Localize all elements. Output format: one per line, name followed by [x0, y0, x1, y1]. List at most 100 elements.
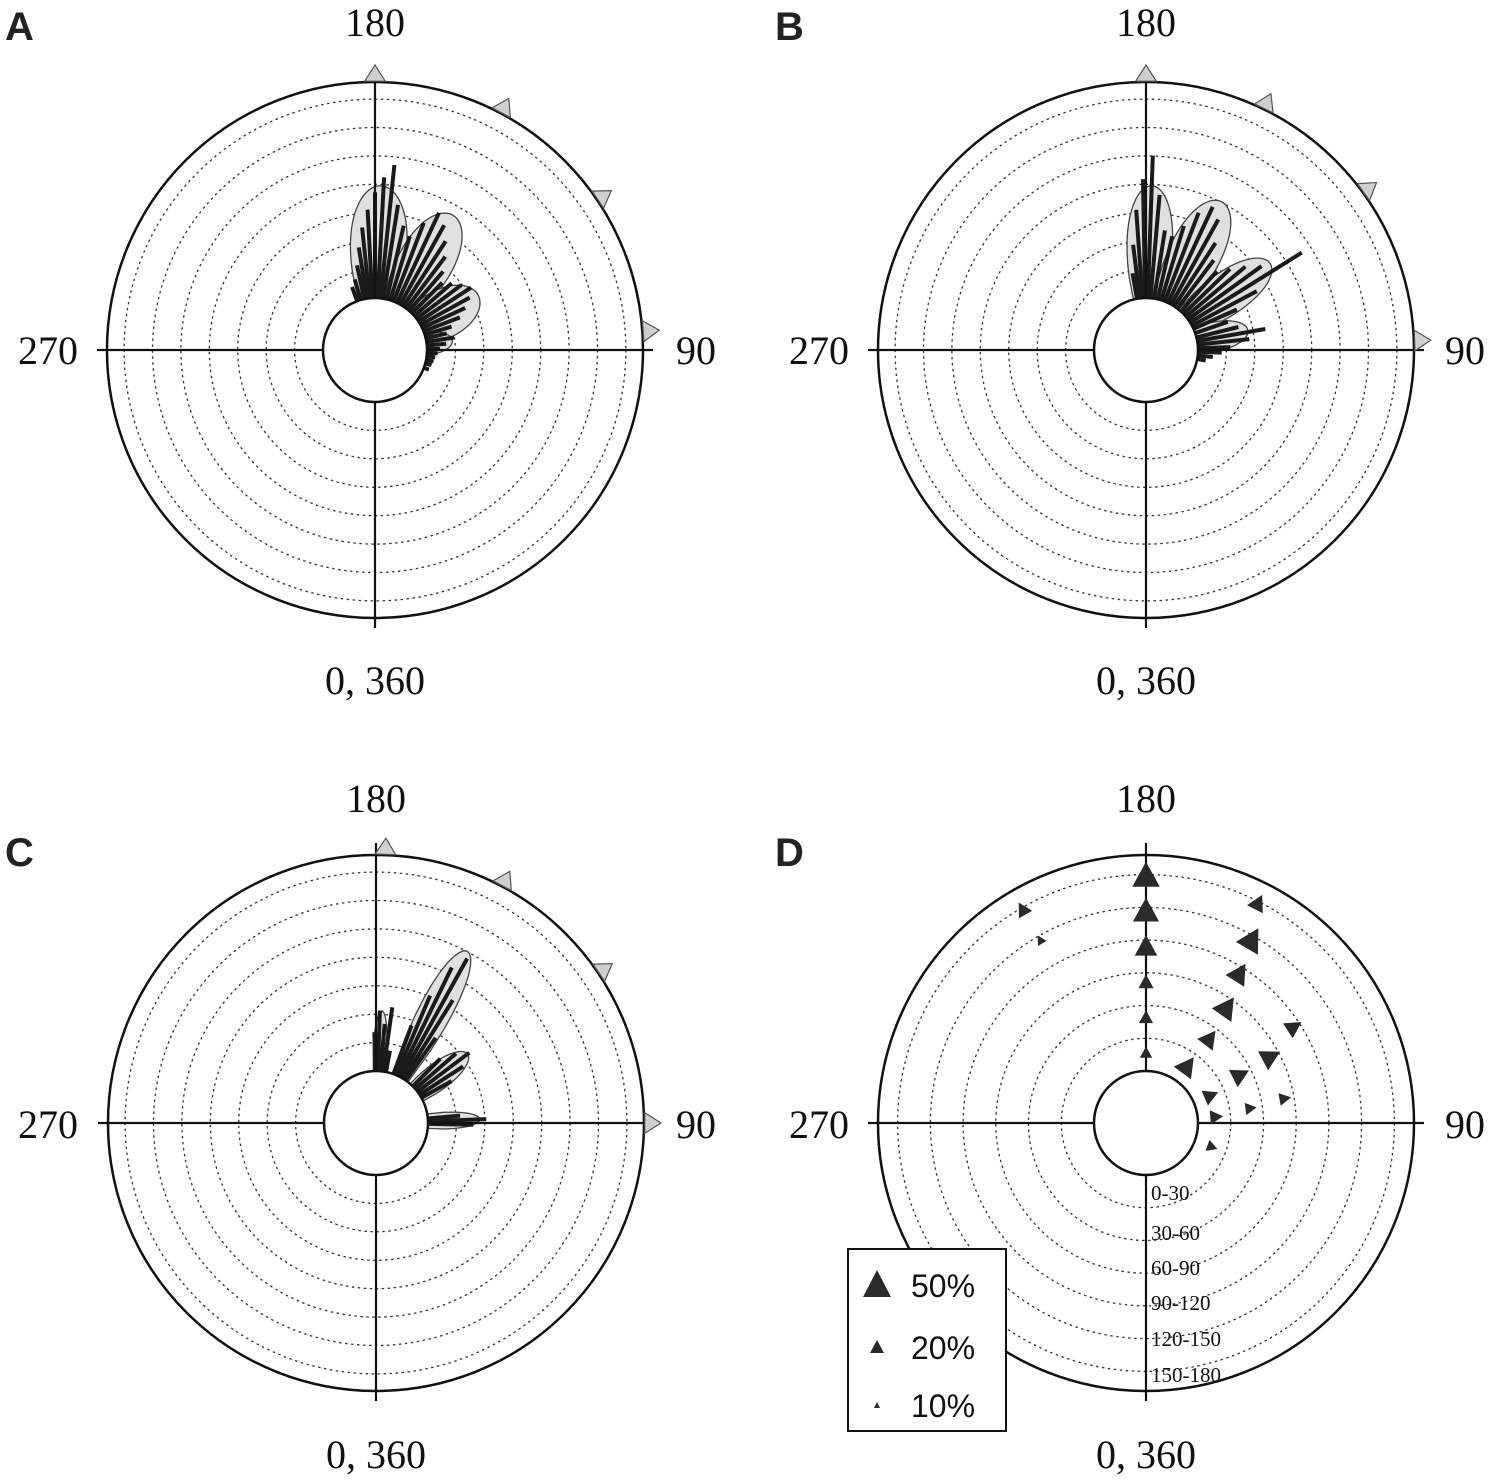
- histogram-bar: [1194, 319, 1229, 335]
- histogram-bar: [404, 1036, 438, 1082]
- legend-label: 20%: [911, 1330, 975, 1366]
- ring-label: 150-180: [1151, 1363, 1221, 1387]
- percent-marker: [1173, 1057, 1194, 1080]
- percent-marker: [1228, 1069, 1249, 1088]
- legend-marker-small: [874, 1402, 880, 1408]
- angle-label-left: 270: [789, 1102, 849, 1147]
- mean-direction-marker: [644, 1111, 663, 1135]
- histogram-bar: [1175, 258, 1216, 310]
- histogram-bar: [375, 1010, 382, 1072]
- histogram-bar: [1197, 337, 1250, 347]
- histogram-bar: [425, 331, 448, 341]
- histogram-bar: [426, 341, 447, 348]
- percent-marker: [1132, 897, 1160, 922]
- center-circle: [322, 1069, 430, 1177]
- histogram-bar: [394, 994, 432, 1076]
- histogram-bar: [401, 240, 448, 308]
- mean-direction-marker: [363, 63, 387, 82]
- legend-marker-medium: [870, 1340, 884, 1353]
- histogram-bar: [426, 354, 436, 360]
- angle-label-top: 180: [1116, 776, 1176, 821]
- histogram-bar: [411, 1057, 442, 1088]
- histogram-bar: [407, 270, 445, 313]
- histogram-bar: [1169, 218, 1221, 306]
- percent-marker: [1139, 1046, 1153, 1058]
- histogram-bar: [1145, 155, 1155, 299]
- legend-marker-large: [863, 1270, 891, 1297]
- histogram-bar: [1130, 272, 1139, 300]
- histogram-bar: [1155, 235, 1175, 300]
- center-circle: [1092, 1069, 1200, 1177]
- histogram-bar: [410, 281, 444, 315]
- angle-label-bottom: 0, 360: [1096, 658, 1196, 703]
- histogram-bar: [360, 227, 372, 299]
- polar-plot-b: [868, 63, 1432, 628]
- panel-letter-a: A: [5, 5, 34, 49]
- angle-label-top: 180: [346, 776, 406, 821]
- percent-marker: [1244, 1102, 1257, 1116]
- ring-label: 120-150: [1151, 1327, 1221, 1351]
- histogram-bar: [378, 1023, 387, 1072]
- histogram-bar: [1197, 353, 1214, 359]
- mean-direction-marker: [490, 97, 511, 119]
- legend-label: 50%: [911, 1268, 975, 1304]
- histogram-bar: [1166, 206, 1215, 304]
- histogram-bar: [1162, 211, 1201, 303]
- histogram-bar: [1190, 289, 1258, 328]
- angle-label-top: 180: [1116, 0, 1176, 45]
- percent-marker: [1235, 928, 1259, 955]
- angle-label-right: 90: [676, 1102, 716, 1147]
- histogram-bar: [1196, 325, 1239, 340]
- panel-letter-c: C: [5, 831, 34, 875]
- center-circle: [1092, 296, 1200, 404]
- angle-label-bottom: 0, 360: [326, 1432, 426, 1477]
- histogram-bar: [412, 281, 454, 318]
- mean-direction-marker: [590, 189, 613, 210]
- panel-a: A 180 90 270 0, 360: [5, 0, 716, 703]
- angle-label-left: 270: [789, 328, 849, 373]
- histogram-bar: [388, 235, 412, 301]
- percent-marker: [1134, 935, 1158, 956]
- panel-b: B 180 90 270 0, 360: [775, 0, 1485, 703]
- angle-label-bottom: 0, 360: [1096, 1432, 1196, 1477]
- histogram-bar: [415, 283, 463, 321]
- percent-marker: [1278, 1093, 1292, 1106]
- histogram-bar: [1159, 225, 1186, 301]
- percent-marker: [1258, 1051, 1281, 1071]
- histogram-bar: [398, 224, 446, 306]
- histogram-bar: [1148, 194, 1162, 299]
- histogram-bar: [419, 295, 471, 327]
- angle-label-top: 180: [345, 0, 405, 45]
- center-circle: [321, 296, 429, 404]
- angle-label-left: 270: [18, 1102, 78, 1147]
- histogram-bar: [1172, 241, 1218, 308]
- histogram-bar: [365, 209, 375, 299]
- ring-label: 60-90: [1151, 1256, 1200, 1280]
- mean-direction-marker: [591, 962, 614, 983]
- histogram-bar: [1196, 327, 1266, 343]
- percent-marker: [1247, 894, 1263, 914]
- histogram-bar: [427, 1117, 487, 1124]
- panel-c: C 180 90 270 0, 360: [5, 776, 716, 1477]
- histogram-bar: [404, 255, 447, 310]
- ring-label: 30-60: [1151, 1221, 1200, 1245]
- percent-marker: [1018, 902, 1033, 919]
- histogram-bar: [350, 286, 360, 302]
- histogram-bar: [426, 335, 455, 344]
- histogram-bar: [375, 177, 387, 299]
- histogram-bar: [1197, 345, 1231, 351]
- histogram-bar: [422, 315, 461, 334]
- histogram-bar: [1189, 250, 1303, 325]
- histogram-bar: [395, 211, 441, 304]
- percent-marker: [1225, 963, 1246, 987]
- histogram-bar: [381, 204, 400, 299]
- mean-direction-marker: [373, 837, 397, 856]
- histogram-bar: [356, 247, 369, 299]
- histogram-bar: [399, 957, 469, 1079]
- panel-letter-d: D: [775, 831, 804, 875]
- histogram-bar: [401, 999, 455, 1080]
- histogram-bar: [378, 164, 397, 299]
- histogram-bar: [1152, 230, 1167, 299]
- histogram-bar: [1131, 244, 1142, 299]
- histogram-bar: [352, 278, 363, 301]
